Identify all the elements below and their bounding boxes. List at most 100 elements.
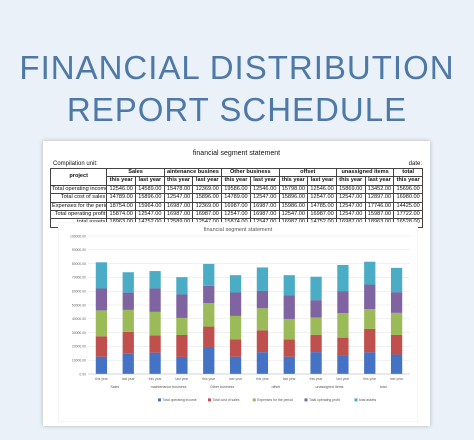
- x-tick-label: this year: [310, 377, 324, 381]
- bar-segment: [229, 339, 242, 357]
- legend-swatch: [208, 398, 211, 402]
- bar-segment: [122, 353, 134, 374]
- group-label: maintenance business: [151, 385, 187, 389]
- period-header: last year: [307, 176, 337, 186]
- bar-segment: [390, 334, 403, 355]
- bar-segment: [337, 291, 349, 314]
- bar-segment: [256, 308, 269, 331]
- period-header: last year: [192, 176, 223, 186]
- table-cell: 16987.00: [249, 210, 280, 220]
- bar-segment: [283, 295, 295, 319]
- table-cell: 12547.00: [335, 193, 366, 203]
- bar-segment: [203, 285, 215, 304]
- bar-segment: [364, 309, 376, 329]
- project-header: project: [49, 168, 108, 186]
- bar-segment: [256, 352, 269, 374]
- bar-segment: [176, 294, 188, 318]
- x-tick-label: last year: [283, 377, 297, 381]
- table-cell: 14785.00: [307, 201, 337, 212]
- bar-segment: [95, 336, 108, 357]
- table-cell: 19586.00: [221, 184, 251, 195]
- page-title-line-2: REPORT SCHEDULE: [66, 91, 408, 128]
- table-cell: 14789.00: [221, 193, 251, 203]
- period-header-row: this year last year this year last year …: [51, 176, 423, 186]
- segment-header: total: [393, 167, 423, 178]
- table-cell: 15478.00: [163, 184, 194, 195]
- bar-segment: [203, 263, 215, 286]
- bar-segment: [390, 354, 403, 374]
- bar-segment: [95, 310, 108, 337]
- legend-swatch: [158, 398, 161, 402]
- period-header: this year: [335, 176, 366, 186]
- y-tick-label: 90000.00: [72, 248, 86, 252]
- table-cell: 17722.00: [393, 210, 423, 220]
- table-cell: 15964.00: [135, 201, 165, 212]
- x-tick-label: last year: [176, 377, 190, 381]
- table-cell: 16987.00: [163, 210, 194, 220]
- table-cell: 16980.00: [393, 193, 423, 203]
- bar-segment: [122, 292, 134, 310]
- bar-segment: [203, 303, 215, 327]
- table-cell: 15896.00: [192, 193, 223, 203]
- spreadsheet-preview: financial segment statement Compilation …: [43, 141, 430, 426]
- bar-segment: [256, 330, 269, 353]
- bar-segment: [176, 317, 188, 335]
- table-cell: 15987.00: [364, 210, 395, 220]
- table-cell: 12547.00: [163, 193, 194, 203]
- table-cell: 13452.00: [364, 184, 395, 195]
- financial-table: project Sales aintenance busines Other b…: [49, 167, 423, 228]
- bar-segment: [310, 317, 322, 335]
- table-cell: 15896.00: [135, 193, 165, 203]
- period-header: last year: [249, 176, 280, 186]
- table-row: Total cost of sales 14789.00 15896.00 12547…: [49, 193, 423, 203]
- bar-segment: [390, 267, 403, 293]
- bar-segment: [229, 315, 242, 340]
- table-cell: 18754.00: [106, 201, 137, 212]
- row-label: Expenses for the period: [49, 201, 108, 212]
- group-label: total: [380, 385, 387, 389]
- stacked-bar-chart: financial segment statement 0.00 10000.00 2…: [57, 221, 419, 423]
- bar-segment: [203, 326, 215, 347]
- y-tick-label: 30000.00: [72, 331, 86, 335]
- bar-segment: [149, 335, 161, 353]
- bar-segment: [176, 277, 188, 295]
- bar-segment: [122, 272, 134, 293]
- table-cell: 12547.00: [249, 193, 280, 203]
- period-header: this year: [278, 176, 309, 186]
- bar-segment: [203, 346, 215, 374]
- table-cell: 15896.00: [278, 193, 309, 203]
- table-cell: 16987.00: [163, 201, 194, 212]
- bar-segment: [310, 352, 322, 374]
- x-tick-label: this year: [149, 377, 163, 381]
- table-cell: 12546.00: [307, 184, 337, 195]
- period-header: this year: [393, 176, 423, 186]
- bar-segment: [364, 328, 376, 353]
- bar-segment: [337, 337, 349, 356]
- bar-segment: [149, 311, 161, 336]
- table-row: Expenses for the period 18754.00 15964.00 1…: [49, 201, 423, 212]
- table-cell: 16987.00: [307, 210, 337, 220]
- bar-segment: [176, 334, 188, 357]
- table-cell: 17746.00: [364, 201, 395, 212]
- table-cell: 15869.00: [335, 184, 366, 195]
- segment-header: Sales: [106, 167, 165, 178]
- table-cell: 15874.00: [106, 210, 137, 220]
- table-cell: 14789.00: [106, 193, 137, 203]
- table-cell: 15986.00: [278, 201, 309, 212]
- legend-label: Total operating profit: [309, 398, 340, 402]
- bar-segment: [364, 284, 376, 310]
- table-cell: 12547.00: [307, 193, 337, 203]
- bar-segment: [283, 339, 295, 357]
- bar-segment: [310, 276, 322, 301]
- bar-segment: [95, 262, 108, 289]
- legend-label: Expenses for the period: [257, 398, 293, 402]
- table-cell: 15696.00: [393, 184, 423, 195]
- bar-segment: [149, 352, 161, 374]
- table-cell: 16987.00: [192, 210, 223, 220]
- bar-segment: [337, 313, 349, 338]
- group-label: Sales: [110, 385, 119, 389]
- table-cell: 12369.00: [192, 201, 223, 212]
- bar-segment: [149, 288, 161, 312]
- group-label: unassigned items: [316, 385, 344, 389]
- bar-segment: [390, 292, 403, 313]
